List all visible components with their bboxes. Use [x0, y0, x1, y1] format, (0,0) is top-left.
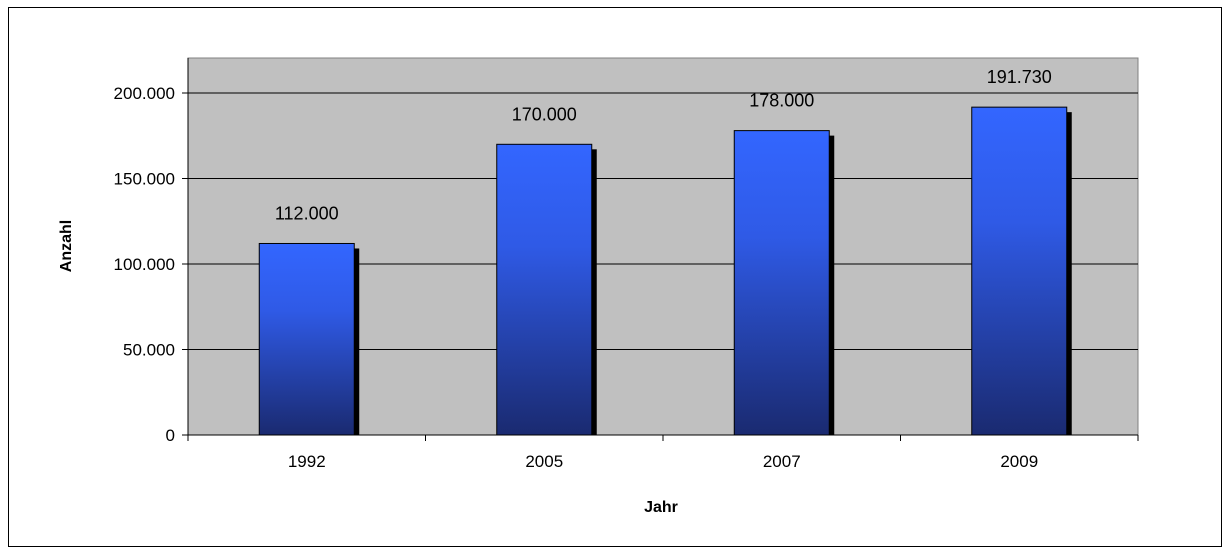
bars: [258, 106, 1072, 436]
data-label-2005: 170.000: [512, 104, 577, 124]
y-tick-label: 0: [166, 426, 175, 445]
y-tick-label: 200.000: [114, 84, 175, 103]
x-tick-label-2007: 2007: [763, 452, 801, 471]
y-tick-label: 150.000: [114, 170, 175, 189]
x-tick-label-2005: 2005: [525, 452, 563, 471]
data-label-2007: 178.000: [749, 91, 814, 111]
bar-1992: [258, 242, 355, 436]
bar-chart: 0 50.000 100.000 150.000 200.000 112.000 1992 1…: [58, 57, 1139, 516]
y-axis-title: Anzahl: [58, 220, 75, 272]
y-tick-label: 100.000: [114, 255, 175, 274]
bar-2009: [971, 106, 1068, 436]
x-tick-label-1992: 1992: [288, 452, 326, 471]
labels: 0 50.000 100.000 150.000 200.000 112.000 1992 1…: [114, 67, 1052, 471]
axes: [182, 58, 1139, 441]
bar-2005: [496, 143, 593, 436]
x-axis-title: Jahr: [644, 499, 678, 516]
bar-2007: [733, 130, 830, 436]
y-tick-label: 50.000: [123, 341, 175, 360]
x-tick-label-2009: 2009: [1000, 452, 1038, 471]
data-label-2009: 191.730: [987, 67, 1052, 87]
data-label-1992: 112.000: [275, 203, 339, 223]
